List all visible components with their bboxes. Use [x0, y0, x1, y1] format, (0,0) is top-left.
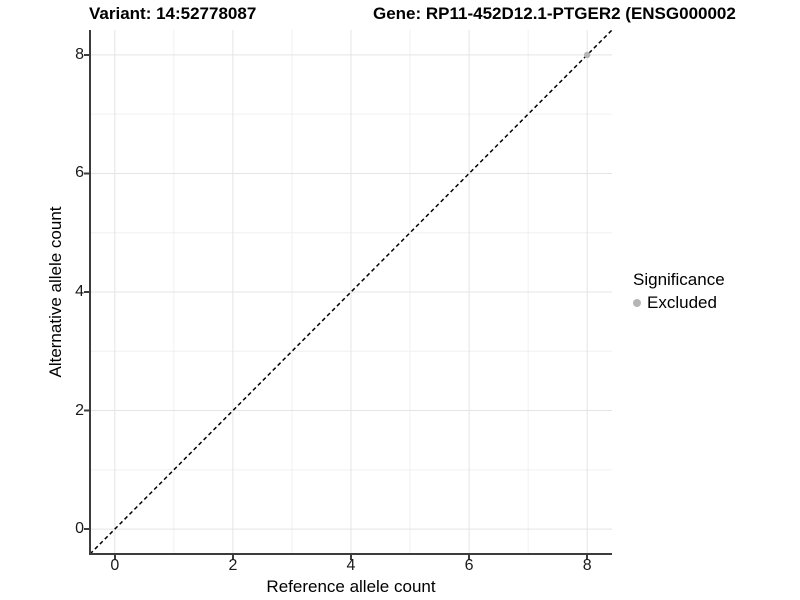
y-tick-label: 8 [75, 45, 84, 63]
legend: Significance Excluded [633, 270, 725, 313]
y-tick-label: 4 [75, 283, 84, 300]
gene-title: Gene: RP11-452D12.1-PTGER2 (ENSG000002 [373, 4, 736, 23]
legend-title: Significance [633, 270, 725, 289]
x-axis-label: Reference allele count [266, 577, 436, 596]
legend-entry: Excluded [633, 293, 725, 313]
legend-entry-label: Excluded [647, 293, 717, 312]
x-tick-label: 0 [110, 557, 120, 574]
identity-line [89, 29, 613, 555]
data-point-excluded [583, 51, 591, 59]
variant-title: Variant: 14:52778087 [89, 4, 257, 23]
x-tick-label: 8 [582, 557, 592, 574]
y-axis-label: Alternative allele count [46, 206, 65, 378]
y-tick-label: 6 [75, 164, 84, 182]
x-tick-label: 4 [346, 557, 356, 574]
legend-key-dot-icon [633, 299, 641, 307]
y-tick-label: 2 [75, 401, 84, 419]
x-tick-label: 2 [228, 557, 238, 574]
y-tick-label: 0 [75, 520, 84, 538]
x-tick-label: 6 [464, 557, 474, 574]
